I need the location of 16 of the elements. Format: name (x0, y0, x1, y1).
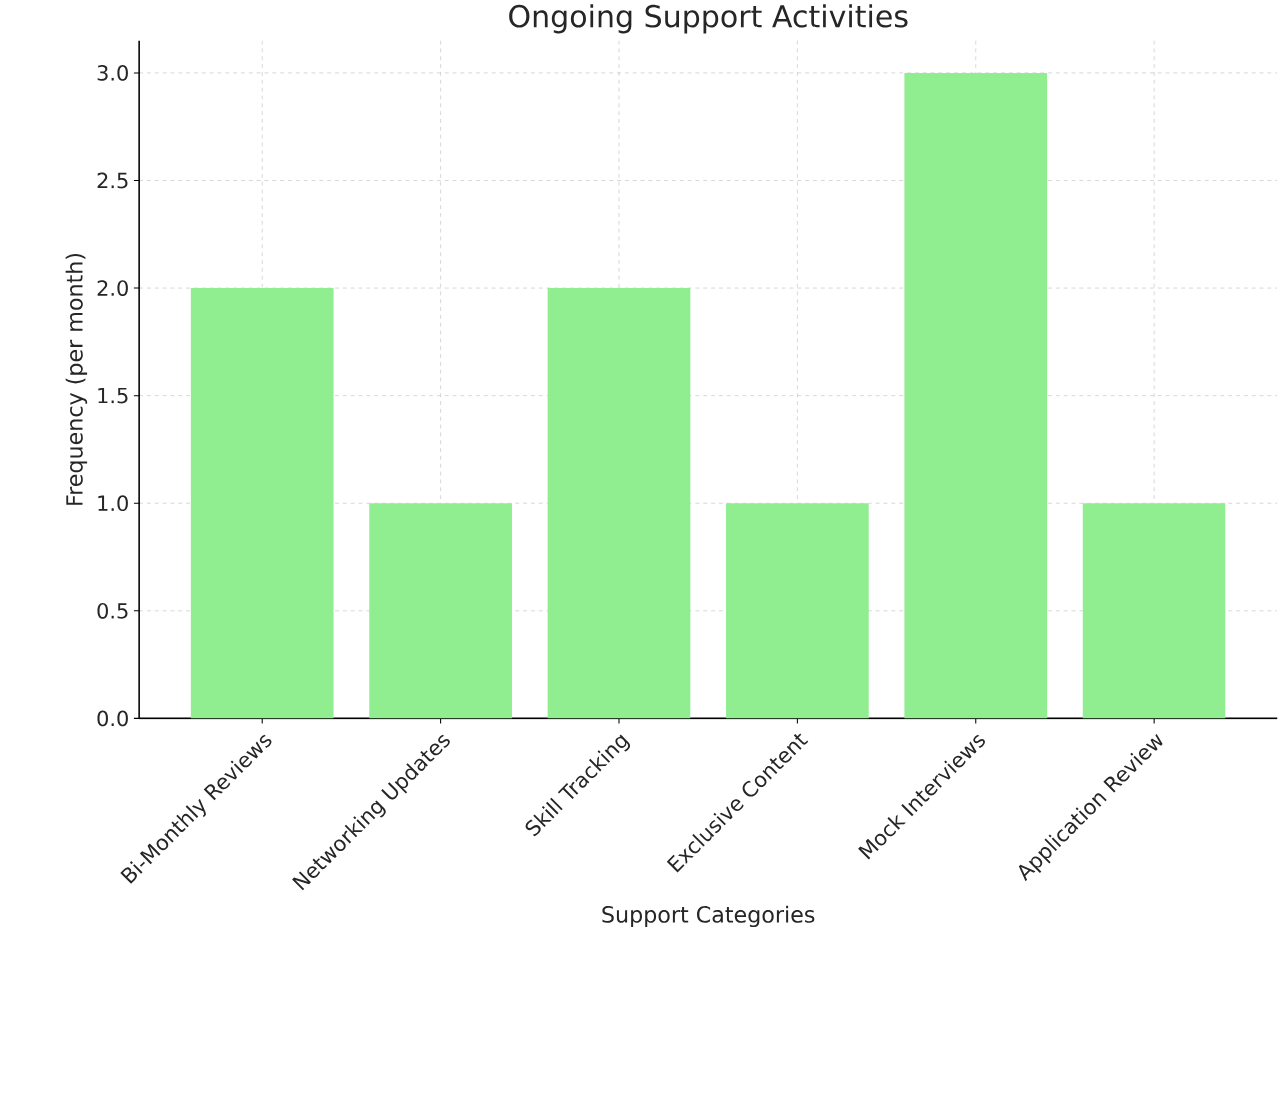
y-tick-label: 2.5 (97, 172, 128, 189)
y-tick-label: 1.5 (98, 387, 128, 404)
chart-title: Ongoing Support Activities (509, 4, 908, 34)
y-tick-label: 1.0 (98, 495, 128, 512)
y-tick-label: 0.0 (97, 710, 128, 727)
y-axis-title: Frequency (per month) (65, 253, 88, 505)
bar (1082, 503, 1226, 719)
bar (547, 288, 691, 719)
y-tick-label: 0.5 (97, 602, 128, 619)
y-tick-label: 3.0 (97, 64, 128, 81)
bar (190, 288, 334, 719)
bar (369, 503, 512, 719)
bar (904, 72, 1048, 719)
bar (726, 503, 869, 719)
x-axis-title: Support Categories (602, 905, 815, 928)
y-tick-label: 2.0 (97, 280, 128, 296)
